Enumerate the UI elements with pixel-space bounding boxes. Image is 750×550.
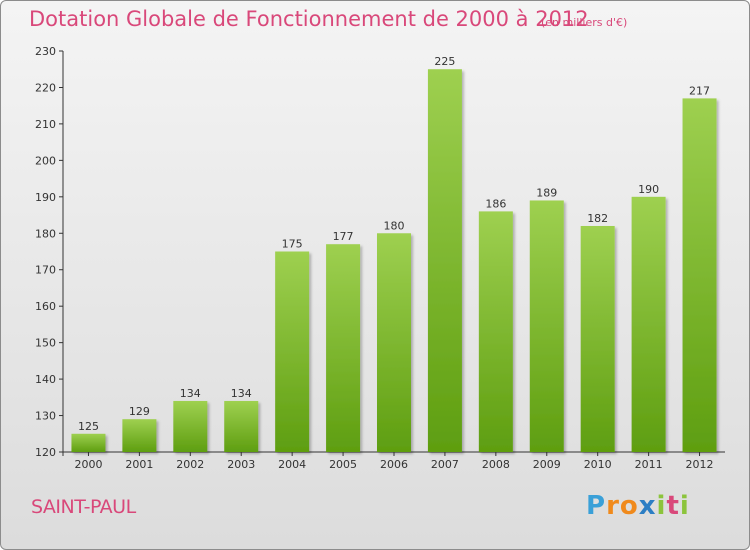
x-tick-label: 2008 — [482, 458, 510, 471]
x-tick-label: 2007 — [431, 458, 459, 471]
bar — [529, 200, 564, 452]
bar — [478, 211, 513, 452]
y-tick-label: 190 — [35, 191, 56, 204]
x-tick-label: 2001 — [125, 458, 153, 471]
y-tick-label: 180 — [35, 227, 56, 240]
logo-letter: i — [656, 491, 667, 521]
data-label: 182 — [587, 212, 608, 225]
x-tick-label: 2009 — [533, 458, 561, 471]
data-label: 177 — [333, 230, 354, 243]
y-tick-label: 130 — [35, 410, 56, 423]
bar — [71, 433, 106, 452]
data-label: 134 — [231, 387, 252, 400]
x-tick-label: 2004 — [278, 458, 306, 471]
data-label: 180 — [384, 219, 405, 232]
bar — [224, 400, 259, 452]
y-tick-label: 170 — [35, 264, 56, 277]
x-tick-label: 2010 — [584, 458, 612, 471]
chart-subtitle: (en milliers d'€) — [541, 16, 628, 29]
data-label: 175 — [282, 238, 303, 251]
bar — [326, 244, 361, 452]
x-tick-label: 2012 — [686, 458, 714, 471]
x-tick-label: 2005 — [329, 458, 357, 471]
y-tick-label: 220 — [35, 81, 56, 94]
data-label: 190 — [638, 183, 659, 196]
logo-letter: o — [619, 491, 639, 521]
data-label: 134 — [180, 387, 201, 400]
y-tick-label: 230 — [35, 45, 56, 58]
bar — [173, 400, 208, 452]
bar — [275, 251, 310, 452]
data-label: 129 — [129, 405, 150, 418]
bar — [682, 98, 717, 453]
commune-name: SAINT-PAUL — [31, 496, 136, 518]
y-tick-label: 160 — [35, 300, 56, 313]
bar — [122, 419, 157, 452]
bar — [631, 196, 666, 452]
y-tick-label: 210 — [35, 118, 56, 131]
y-tick-label: 140 — [35, 373, 56, 386]
x-tick-label: 2011 — [635, 458, 663, 471]
logo-letter: P — [586, 491, 607, 521]
x-tick-label: 2006 — [380, 458, 408, 471]
bar — [580, 225, 615, 452]
data-label: 189 — [536, 186, 557, 199]
bar — [427, 69, 462, 453]
proxiti-logo: Proxiti — [586, 491, 690, 521]
bar — [377, 233, 411, 452]
x-tick-label: 2000 — [74, 458, 102, 471]
logo-letter: t — [666, 491, 680, 521]
logo-letter: x — [638, 491, 657, 521]
data-label: 125 — [78, 420, 99, 433]
chart-title: Dotation Globale de Fonctionnement de 20… — [29, 7, 589, 31]
x-tick-label: 2002 — [176, 458, 204, 471]
logo-letter: r — [606, 491, 620, 521]
y-tick-label: 120 — [35, 446, 56, 459]
data-label: 217 — [689, 84, 710, 97]
logo-letter: i — [679, 491, 690, 521]
x-tick-label: 2003 — [227, 458, 255, 471]
y-tick-label: 150 — [35, 337, 56, 350]
data-label: 186 — [485, 197, 506, 210]
data-label: 225 — [434, 55, 455, 68]
y-tick-label: 200 — [35, 154, 56, 167]
